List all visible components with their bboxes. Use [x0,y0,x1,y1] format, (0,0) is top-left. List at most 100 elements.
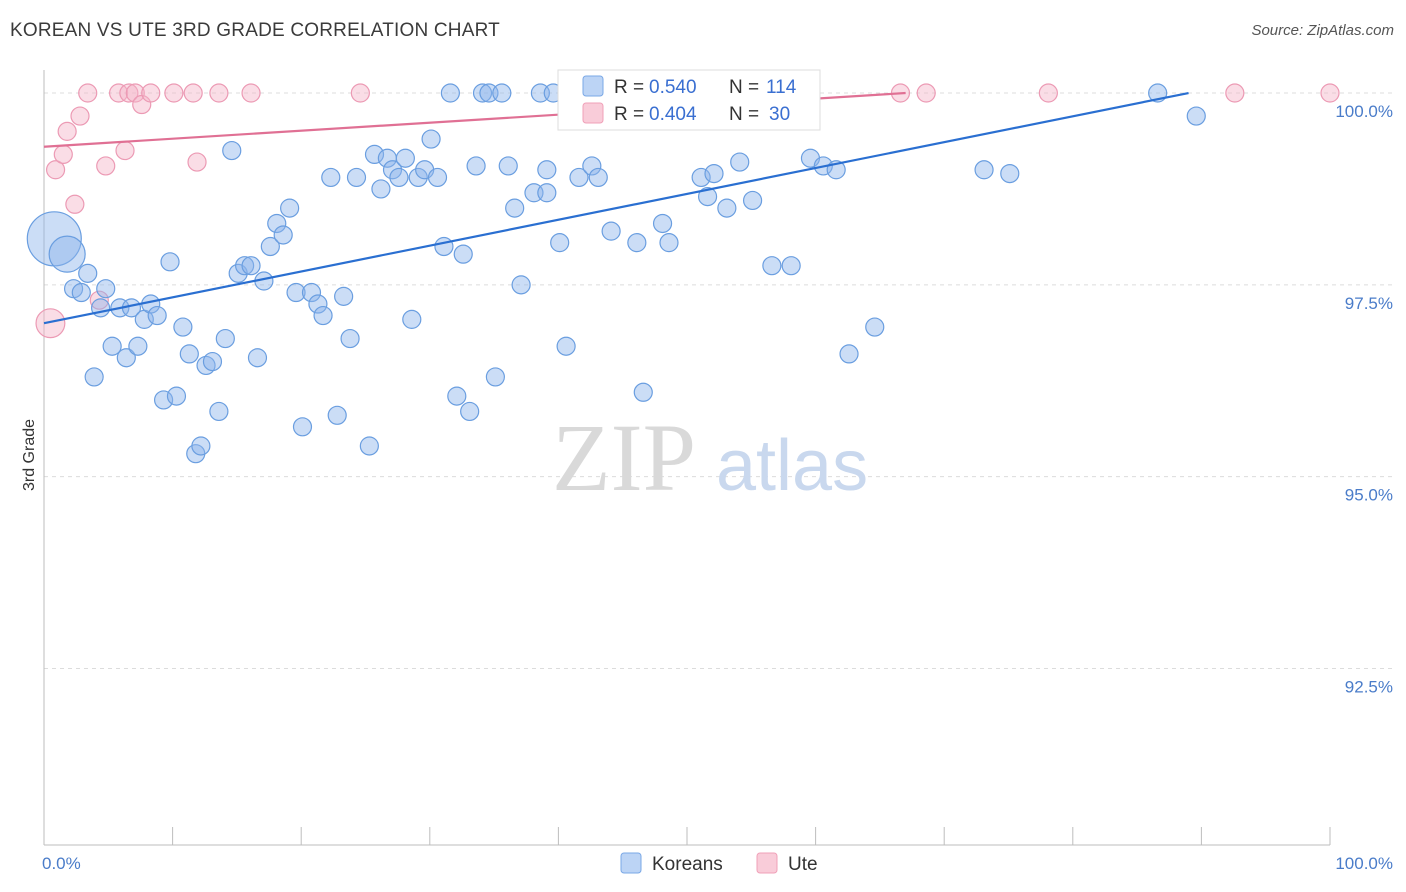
korean-point [364,144,385,165]
ute-r-label: R = [614,104,644,125]
korean-point [485,367,505,387]
y-axis-label: 3rd Grade [21,419,38,491]
korean-point [202,351,223,372]
y-tick-label: 95.0% [1345,486,1393,505]
korean-point [346,167,367,188]
x-tick-label-min: 0.0% [42,854,81,873]
ute-point [141,83,161,103]
korean-trend-line [43,91,1189,325]
legend-ute-label: Ute [788,854,818,875]
korean-point [556,336,576,356]
korean-point [704,163,724,184]
korean-points [26,83,1206,464]
korean-point [408,167,428,188]
korean-point [78,263,98,283]
ute-point [53,144,73,165]
korean-point [1000,163,1020,184]
korean-r-value: 0.540 [649,77,697,98]
ute-r-value: 0.404 [649,104,697,125]
legend-korean-label: Koreans [652,854,723,875]
stats-legend: R = 0.540 N = 114 R = 0.404 N = 30 [557,69,821,131]
y-tick-label: 92.5% [1345,678,1393,697]
korean-point [128,336,148,356]
korean-point [273,225,293,245]
korean-point [321,167,341,188]
ute-point [1320,83,1340,103]
korean-point [537,183,557,203]
ute-n-value: 30 [769,104,790,125]
korean-point [389,167,409,188]
korean-point [359,436,379,456]
chart-title: KOREAN VS UTE 3RD GRADE CORRELATION CHAR… [10,20,500,41]
korean-point [537,160,557,180]
korean-point [447,386,467,406]
ute-point [108,83,129,103]
korean-point [1186,106,1206,126]
x-tick-label-max: 100.0% [1335,854,1393,873]
y-tick-label: 97.5% [1345,294,1393,313]
korean-point [601,221,621,241]
korean-point [865,317,885,337]
korean-point [292,417,313,437]
ute-point [209,83,229,103]
korean-point [191,436,211,456]
korean-point [569,167,589,188]
korean-point [71,282,91,303]
korean-point [717,198,737,218]
watermark-zip: ZIP [552,404,696,511]
ute-point [65,194,85,214]
korean-point [453,244,473,264]
korean-point [588,167,608,188]
korean-point [308,294,328,314]
korean-point [659,233,679,253]
ute-point [35,308,66,339]
ute-point [89,290,109,310]
legend-ute-swatch [756,852,778,874]
korean-point [466,156,486,176]
korean-point [173,317,193,337]
korean-point [116,348,136,368]
korean-point [697,187,718,207]
chart-source: Source: ZipAtlas.com [1251,22,1394,39]
korean-point [179,344,199,364]
korean-point [166,386,187,406]
ute-point [125,83,145,103]
korean-point [582,156,602,176]
korean-point [421,129,441,149]
korean-point [974,160,994,180]
ute-point [164,83,184,103]
korean-point [215,328,235,349]
korean-point [84,367,104,387]
ute-point [183,83,203,103]
ute-point [70,106,90,126]
y-tick-labels: 92.5% 95.0% 97.5% 100.0% [1335,102,1393,696]
korean-point [550,233,570,253]
korean-point [460,401,480,422]
korean-point [633,382,653,402]
korean-point [839,344,859,364]
korean-point [235,256,255,276]
korean-point [498,156,518,176]
korean-point [222,140,242,161]
korean-point [260,236,280,257]
axes [43,70,1331,846]
ute-point [115,140,135,161]
korean-point [147,305,167,326]
korean-point [440,83,460,103]
korean-point [334,286,354,306]
ute-point [119,83,139,103]
korean-point [102,336,122,356]
korean-point [371,179,391,199]
korean-point [395,148,415,168]
korean-point [781,256,801,276]
korean-point [505,198,525,218]
korean-point [742,190,763,211]
y-tick-label: 100.0% [1335,102,1393,121]
watermark-atlas: atlas [716,426,868,506]
ute-point [1225,83,1245,103]
korean-r-label: R = [614,77,644,98]
watermark: ZIP atlas [552,404,868,511]
korean-point [511,275,531,295]
ute-point [916,83,936,103]
